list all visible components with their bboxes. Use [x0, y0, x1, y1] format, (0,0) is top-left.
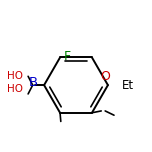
Text: O: O	[101, 69, 111, 83]
Text: HO: HO	[7, 71, 23, 81]
Text: B: B	[29, 76, 38, 89]
Text: HO: HO	[7, 84, 23, 94]
Text: Et: Et	[122, 79, 134, 92]
Text: F: F	[64, 50, 71, 63]
